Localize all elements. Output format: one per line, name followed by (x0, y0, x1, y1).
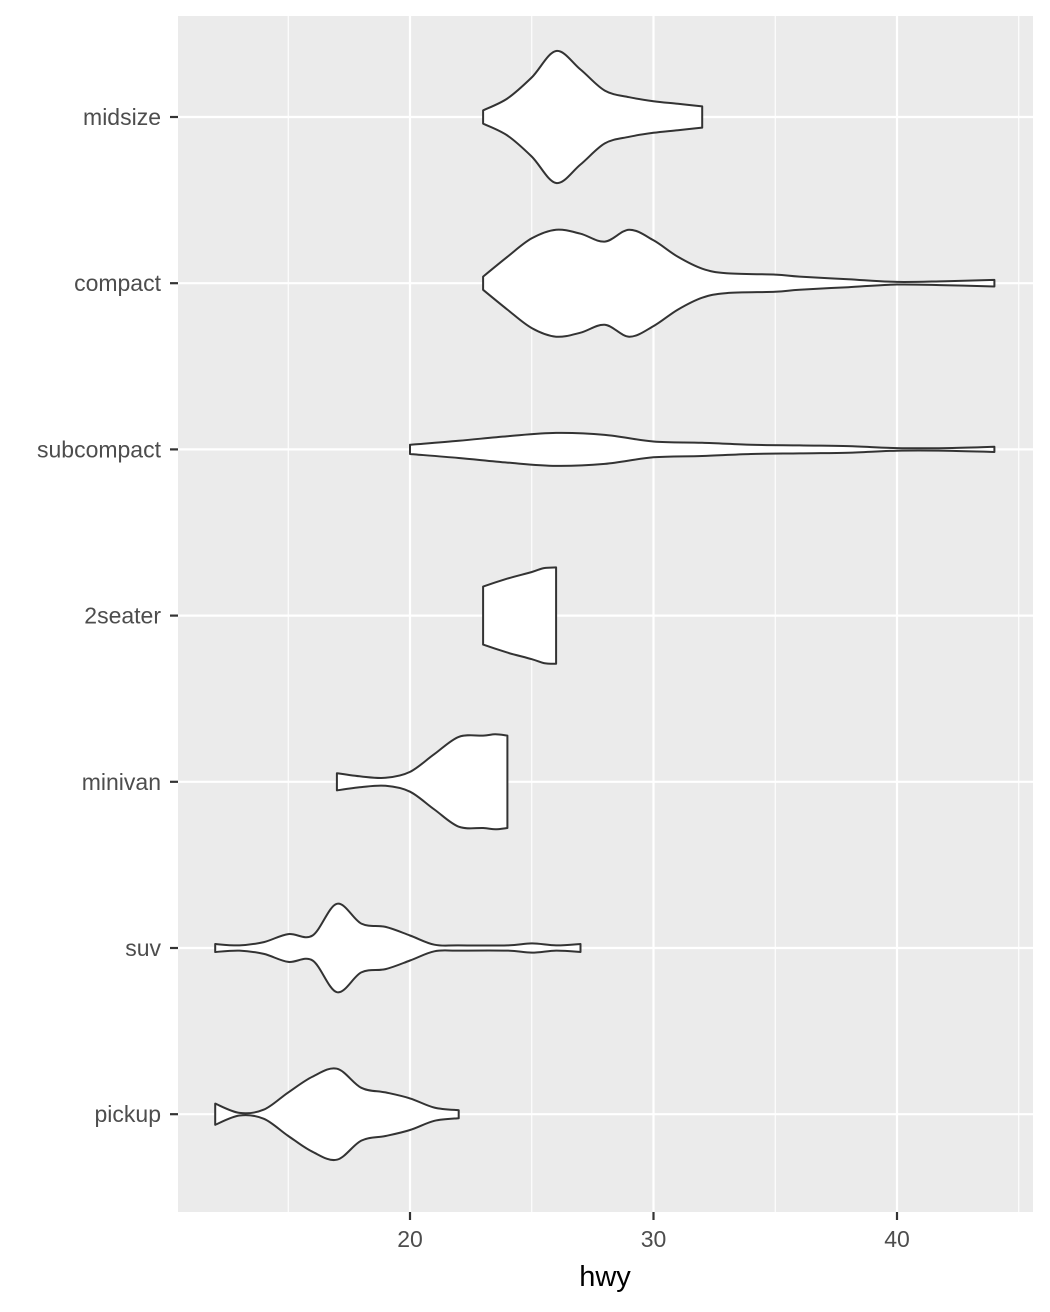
y-tick-label-subcompact: subcompact (37, 436, 162, 462)
x-tick-label-40: 40 (884, 1226, 910, 1252)
y-tick-label-midsize: midsize (83, 104, 161, 130)
violin-minivan (335, 733, 509, 831)
violin-midsize (482, 49, 704, 185)
y-tick-label-2seater: 2seater (84, 603, 161, 629)
x-axis-title: hwy (579, 1261, 631, 1293)
violin-2seater (482, 566, 558, 665)
y-tick-label-minivan: minivan (82, 769, 161, 795)
minor-grid (287, 16, 1020, 1212)
violin-pickup (214, 1067, 460, 1162)
y-tick-label-compact: compact (74, 270, 162, 296)
y-axis: midsize compact subcompact 2seater minivan su… (37, 104, 178, 1127)
major-grid (178, 16, 1033, 1212)
violin-subcompact (409, 431, 996, 467)
x-tick-label-30: 30 (641, 1226, 667, 1252)
violin-suv (214, 902, 582, 994)
x-axis: 20 30 40 (397, 1212, 910, 1252)
plot-panel (178, 16, 1033, 1212)
violin-compact (482, 228, 996, 338)
violins (214, 49, 996, 1162)
x-tick-label-20: 20 (397, 1226, 423, 1252)
y-tick-label-suv: suv (125, 935, 161, 961)
y-tick-label-pickup: pickup (95, 1101, 161, 1127)
